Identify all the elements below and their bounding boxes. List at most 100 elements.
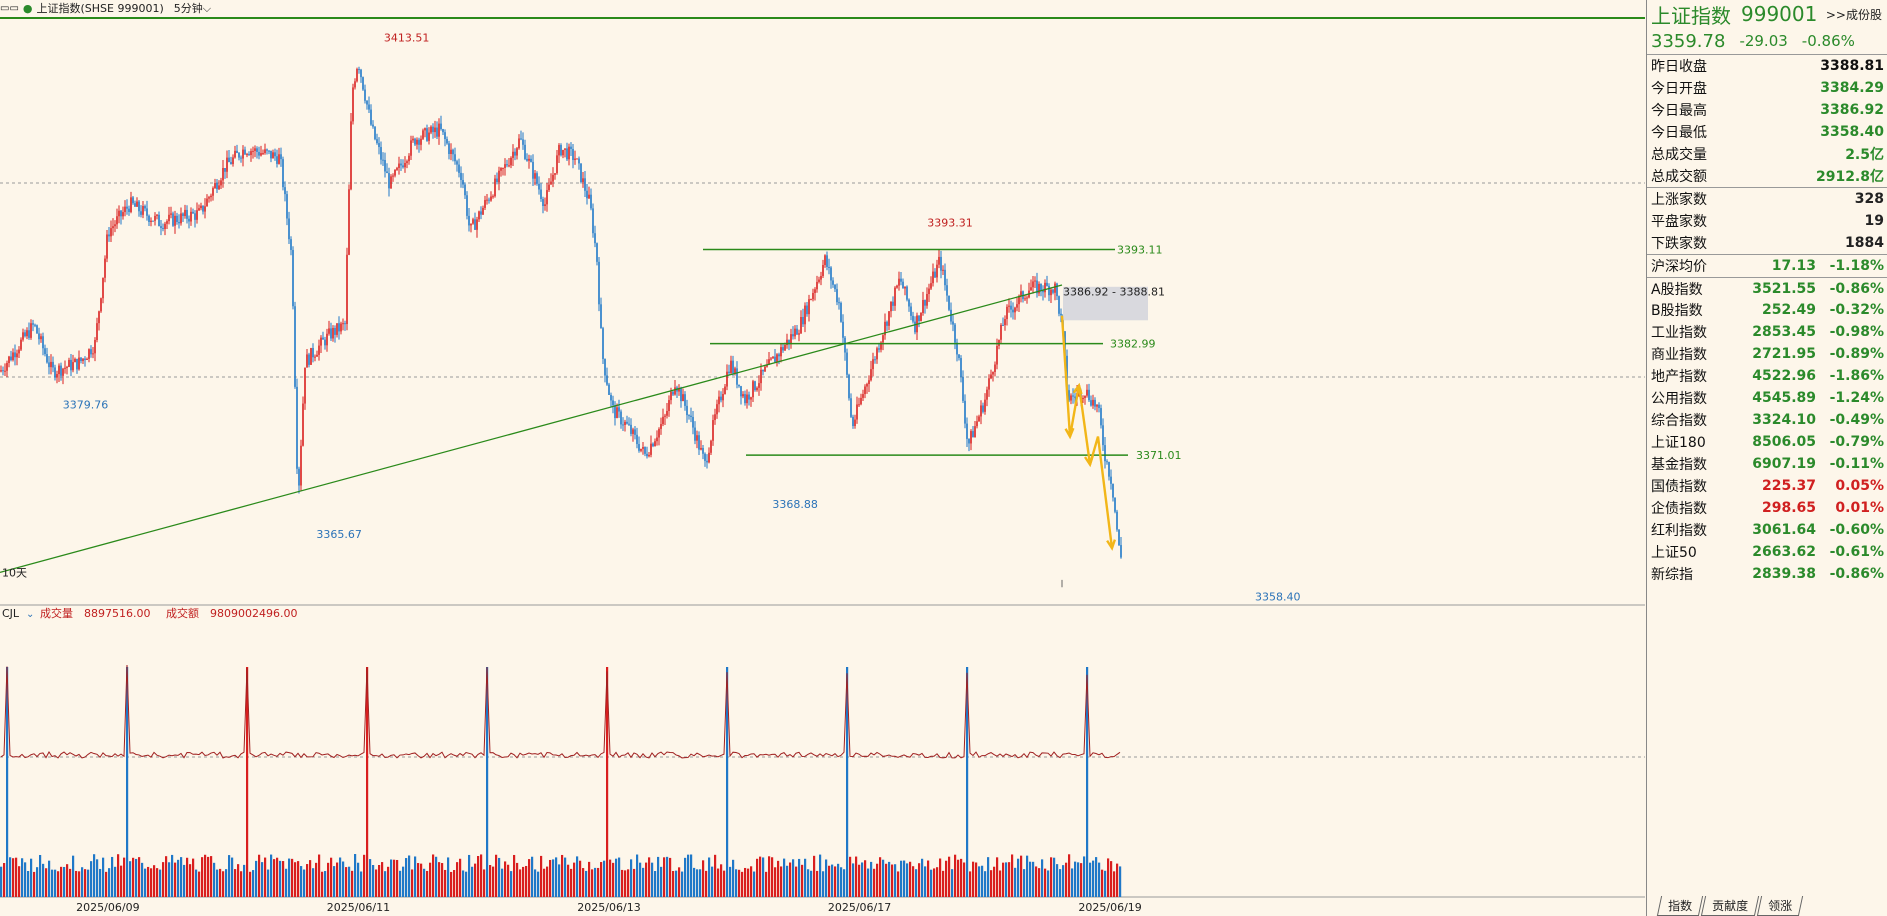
candle-body xyxy=(1032,281,1034,288)
volume-bar xyxy=(9,857,12,897)
volume-bar xyxy=(66,864,69,897)
index-row[interactable]: 综合指数 3324.10 -0.49% xyxy=(1647,409,1887,431)
extreme-label: 3368.88 xyxy=(772,498,818,511)
tab-1[interactable]: 贡献度 xyxy=(1700,896,1760,916)
candle-body xyxy=(744,394,746,404)
candle-body xyxy=(44,348,46,355)
volume-bar xyxy=(120,865,123,897)
volume-bar xyxy=(891,864,894,897)
volume-bar xyxy=(879,857,882,897)
candle-body xyxy=(688,415,690,417)
candle-body xyxy=(4,370,6,372)
index-row[interactable]: 红利指数 3061.64 -0.60% xyxy=(1647,519,1887,541)
volume-bar xyxy=(921,858,924,897)
volume-bar xyxy=(309,860,312,897)
volume-bar xyxy=(255,860,258,897)
candle-body xyxy=(454,154,456,162)
index-row[interactable]: 上证50 2663.62 -0.61% xyxy=(1647,541,1887,563)
candle-body xyxy=(404,162,406,168)
volume-bar xyxy=(897,871,900,897)
volume-bar xyxy=(801,864,804,897)
candle-body xyxy=(1046,282,1048,286)
chart-area[interactable]: ▭▭ ● 上证指数(SHSE 999001) 5分钟⌵ 3393.11 3382.… xyxy=(0,0,1645,916)
index-change-pct: -0.98% xyxy=(1829,324,1884,340)
volume-bar xyxy=(894,864,897,897)
index-row[interactable]: 新综指 2839.38 -0.86% xyxy=(1647,563,1887,585)
quote-value: 2.5亿 xyxy=(1845,147,1884,163)
candle-body xyxy=(48,362,50,368)
index-row[interactable]: 工业指数 2853.45 -0.98% xyxy=(1647,321,1887,343)
volume-bar xyxy=(333,866,336,897)
index-row[interactable]: A股指数 3521.55 -0.86% xyxy=(1647,277,1887,299)
volume-bar xyxy=(168,862,171,897)
chevron-down-icon[interactable]: ⌄ xyxy=(26,609,34,620)
candle-body xyxy=(600,304,602,329)
candle-body xyxy=(520,138,522,140)
candle-body xyxy=(538,183,540,190)
volume-bar xyxy=(729,866,732,897)
volume-indicator[interactable]: CJL xyxy=(2,607,20,620)
candle-body xyxy=(704,453,706,461)
volume-bar xyxy=(813,855,816,897)
index-row[interactable]: 基金指数 6907.19 -0.11% xyxy=(1647,453,1887,475)
volume-bar xyxy=(846,667,849,897)
candle-body xyxy=(690,415,692,417)
candle-body xyxy=(78,357,80,370)
tab-2[interactable]: 领涨 xyxy=(1756,896,1804,916)
candle-body xyxy=(546,190,548,205)
trend-line[interactable] xyxy=(0,284,1063,574)
candle-body xyxy=(922,300,924,313)
candle-body xyxy=(380,147,382,160)
index-row[interactable]: 企债指数 298.65 0.01% xyxy=(1647,497,1887,519)
candle-body xyxy=(664,415,666,417)
volume-bar xyxy=(600,862,603,897)
candle-body xyxy=(1010,305,1012,310)
candle-body xyxy=(752,381,754,398)
volume-bar xyxy=(687,854,690,897)
volume-bar xyxy=(762,857,765,897)
candle-body xyxy=(528,158,530,161)
candle-body xyxy=(128,208,130,212)
index-row[interactable]: 公用指数 4545.89 -1.24% xyxy=(1647,387,1887,409)
candle-body xyxy=(884,321,886,336)
period-selector[interactable]: 5分钟⌵ xyxy=(173,2,212,15)
candle-body xyxy=(548,184,550,191)
volume-bar xyxy=(612,862,615,897)
tab-0[interactable]: 指数 xyxy=(1656,896,1704,916)
index-value: 252.49 xyxy=(1761,302,1816,318)
volume-bar xyxy=(294,862,297,897)
volume-bar xyxy=(186,857,189,897)
candle-body xyxy=(828,266,830,268)
candle-body xyxy=(1014,307,1016,313)
candle-body xyxy=(1050,289,1052,296)
volume-bar xyxy=(138,857,141,897)
candle-body xyxy=(764,366,766,372)
candle-body xyxy=(772,356,774,359)
candle-body xyxy=(1118,529,1120,546)
candle-body xyxy=(212,188,214,196)
volume-bar xyxy=(741,871,744,897)
volume-bar xyxy=(387,866,390,897)
candle-body xyxy=(364,89,366,101)
candle-body xyxy=(1096,404,1098,407)
candlestick-chart[interactable]: 3393.11 3382.99 3371.01 3386.92 - 3388.81 34… xyxy=(0,0,1645,916)
volume-bar xyxy=(495,854,498,897)
candle-body xyxy=(614,405,616,419)
index-row[interactable]: 商业指数 2721.95 -0.89% xyxy=(1647,343,1887,365)
volume-bar xyxy=(816,870,819,897)
volume-bar xyxy=(1077,862,1080,897)
index-row[interactable]: 国债指数 225.37 0.05% xyxy=(1647,475,1887,497)
candle-body xyxy=(1012,309,1014,313)
constituents-link[interactable]: >>成份股 xyxy=(1825,7,1882,22)
candle-body xyxy=(848,374,850,399)
index-row[interactable]: 上证180 8506.05 -0.79% xyxy=(1647,431,1887,453)
index-row[interactable]: 沪深均价 17.13 -1.18% xyxy=(1647,255,1887,277)
index-row[interactable]: 地产指数 4522.96 -1.86% xyxy=(1647,365,1887,387)
level-label: 3371.01 xyxy=(1136,449,1182,462)
volume-bar xyxy=(630,859,633,897)
volume-bar xyxy=(264,857,267,897)
index-row[interactable]: B股指数 252.49 -0.32% xyxy=(1647,299,1887,321)
candle-body xyxy=(468,215,470,226)
quote-row: 今日最低 3358.40 xyxy=(1647,121,1887,143)
multi-window-icon[interactable]: ▭▭ xyxy=(0,2,19,14)
